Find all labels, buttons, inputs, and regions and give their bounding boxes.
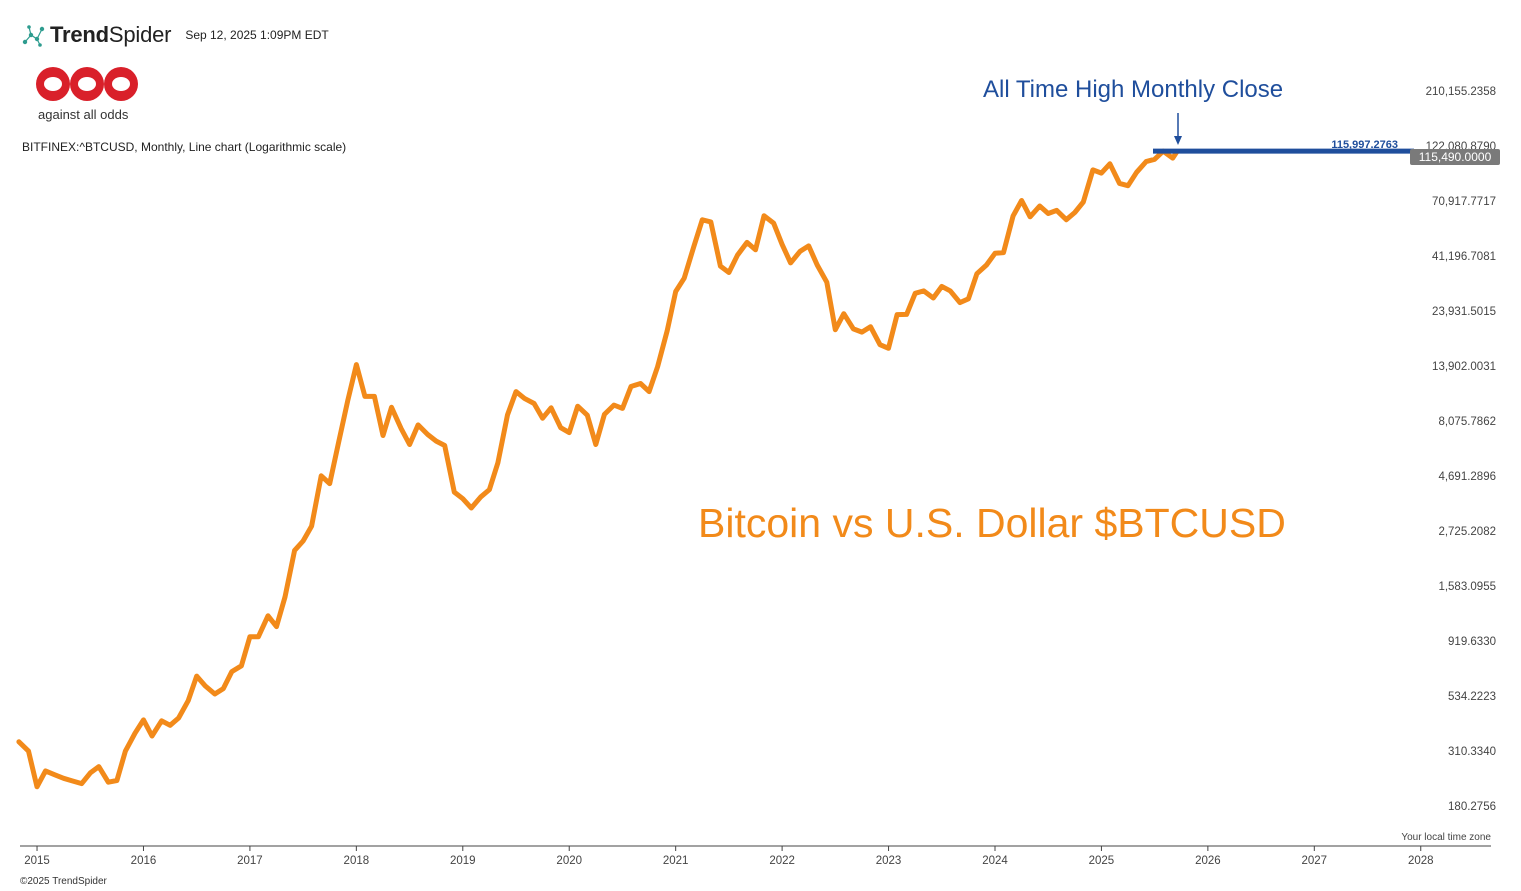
y-tick-label: 1,583.0955 bbox=[1438, 581, 1496, 593]
y-tick-label: 2,725.2082 bbox=[1438, 526, 1496, 538]
aao-tagline: against all odds bbox=[38, 107, 129, 122]
y-tick-label: 534.2223 bbox=[1448, 691, 1496, 703]
y-tick-label: 70,917.7717 bbox=[1432, 196, 1496, 208]
x-tick-label: 2017 bbox=[237, 855, 263, 867]
x-tick-label: 2025 bbox=[1089, 855, 1115, 867]
aao-logo bbox=[36, 67, 138, 101]
y-tick-label: 8,075.7862 bbox=[1438, 416, 1496, 428]
y-tick-label: 13,902.0031 bbox=[1432, 361, 1496, 373]
x-axis-ticks: 2015 2016 2017 2018 2019 2020 2021 2022 2023 2024… bbox=[24, 846, 1434, 867]
x-tick-label: 2021 bbox=[663, 855, 689, 867]
x-tick-label: 2028 bbox=[1408, 855, 1434, 867]
instrument-label: BITFINEX:^BTCUSD, Monthly, Line chart (L… bbox=[22, 140, 347, 154]
y-tick-label: 41,196.7081 bbox=[1432, 251, 1496, 263]
y-tick-label: 310.3340 bbox=[1448, 746, 1496, 758]
x-tick-label: 2019 bbox=[450, 855, 476, 867]
y-tick-label: 180.2756 bbox=[1448, 801, 1496, 813]
y-tick-label: 4,691.2896 bbox=[1438, 471, 1496, 483]
brand-light: Spider bbox=[108, 22, 172, 47]
x-tick-label: 2020 bbox=[556, 855, 582, 867]
x-tick-label: 2015 bbox=[24, 855, 50, 867]
x-tick-label: 2027 bbox=[1302, 855, 1328, 867]
x-tick-label: 2022 bbox=[769, 855, 795, 867]
x-tick-label: 2026 bbox=[1195, 855, 1221, 867]
x-tick-label: 2023 bbox=[876, 855, 902, 867]
trendspider-wordmark: TrendSpider bbox=[50, 22, 172, 48]
y-tick-label: 919.6330 bbox=[1448, 636, 1496, 648]
ath-annotation: All Time High Monthly Close bbox=[983, 76, 1284, 103]
ath-value-label: 115,997.2763 bbox=[1331, 139, 1398, 151]
current-price-tag: 115,490.0000 bbox=[1410, 149, 1500, 165]
copyright-text: ©2025 TrendSpider bbox=[20, 876, 107, 887]
y-tick-label: 210,155.2358 bbox=[1426, 86, 1496, 98]
chart-title: Bitcoin vs U.S. Dollar $BTCUSD bbox=[698, 500, 1286, 546]
chart-timestamp: Sep 12, 2025 1:09PM EDT bbox=[185, 28, 329, 42]
y-axis-ticks: 210,155.2358122,080.879070,917.771741,19… bbox=[1426, 86, 1496, 813]
x-tick-label: 2024 bbox=[982, 855, 1008, 867]
x-tick-label: 2016 bbox=[131, 855, 157, 867]
trendspider-node-icon bbox=[22, 25, 45, 47]
timezone-note[interactable]: Your local time zone bbox=[1401, 832, 1491, 843]
ath-arrow-icon bbox=[1174, 113, 1182, 145]
trendspider-header: TrendSpider Sep 12, 2025 1:09PM EDT bbox=[20, 20, 329, 50]
btc-price-line bbox=[16, 148, 1180, 790]
brand-bold: Trend bbox=[50, 22, 109, 47]
y-tick-label: 23,931.5015 bbox=[1432, 306, 1496, 318]
x-tick-label: 2018 bbox=[344, 855, 370, 867]
